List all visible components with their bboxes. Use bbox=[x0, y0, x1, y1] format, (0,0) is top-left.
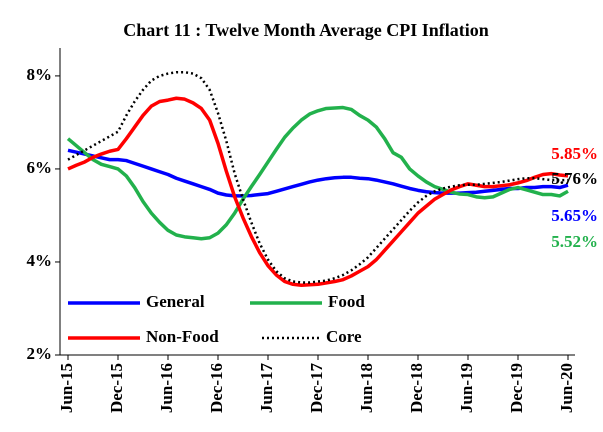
x-tick-label: Dec-19 bbox=[507, 363, 526, 413]
series-line bbox=[66, 105, 569, 241]
y-tick-label: 2% bbox=[27, 344, 53, 363]
y-tick-label: 4% bbox=[27, 251, 53, 270]
series-line bbox=[67, 148, 569, 198]
value-label: 5.76% bbox=[551, 169, 598, 188]
series-line bbox=[67, 70, 568, 284]
chart-title: Chart 11 : Twelve Month Average CPI Infl… bbox=[123, 20, 488, 40]
x-tick-label: Jun-18 bbox=[357, 363, 376, 413]
legend-label: Core bbox=[326, 327, 362, 346]
value-label: 5.65% bbox=[551, 206, 598, 225]
x-tick-label: Dec-15 bbox=[107, 363, 126, 413]
x-tick-label: Jun-17 bbox=[257, 363, 276, 414]
legend-label: General bbox=[146, 292, 205, 311]
y-tick-label: 8% bbox=[27, 65, 53, 84]
value-label: 5.85% bbox=[551, 144, 598, 163]
x-tick-label: Jun-19 bbox=[457, 363, 476, 413]
x-tick-label: Jun-20 bbox=[557, 363, 576, 413]
x-tick-label: Jun-15 bbox=[57, 363, 76, 413]
x-tick-label: Dec-17 bbox=[307, 363, 326, 414]
y-tick-label: 6% bbox=[27, 158, 53, 177]
x-tick-label: Dec-18 bbox=[407, 363, 426, 413]
value-label: 5.52% bbox=[551, 232, 598, 251]
x-tick-label: Dec-16 bbox=[207, 363, 226, 413]
series-line bbox=[67, 96, 569, 287]
legend-label: Food bbox=[328, 292, 365, 311]
legend-label: Non-Food bbox=[146, 327, 219, 346]
x-tick-label: Jun-16 bbox=[157, 363, 176, 413]
